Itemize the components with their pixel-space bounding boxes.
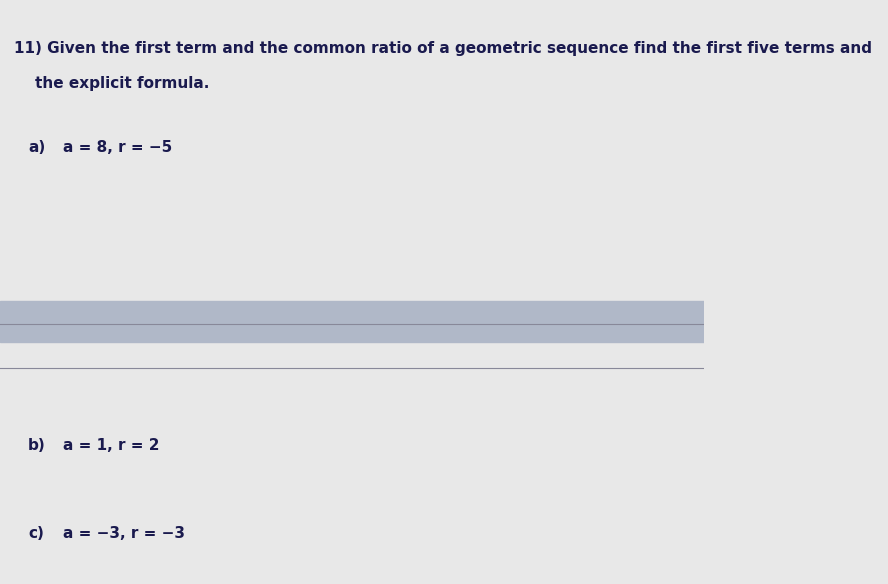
Text: the explicit formula.: the explicit formula. (14, 76, 210, 91)
Text: 11) Given the first term and the common ratio of a geometric sequence find the f: 11) Given the first term and the common … (14, 41, 872, 56)
Text: a = −3, r = −3: a = −3, r = −3 (63, 526, 186, 541)
Text: b): b) (28, 438, 46, 453)
Text: c): c) (28, 526, 44, 541)
Text: a = 8, r = −5: a = 8, r = −5 (63, 140, 172, 155)
Text: a): a) (28, 140, 45, 155)
Bar (0, 301, 704, 342)
Text: a = 1, r = 2: a = 1, r = 2 (63, 438, 160, 453)
